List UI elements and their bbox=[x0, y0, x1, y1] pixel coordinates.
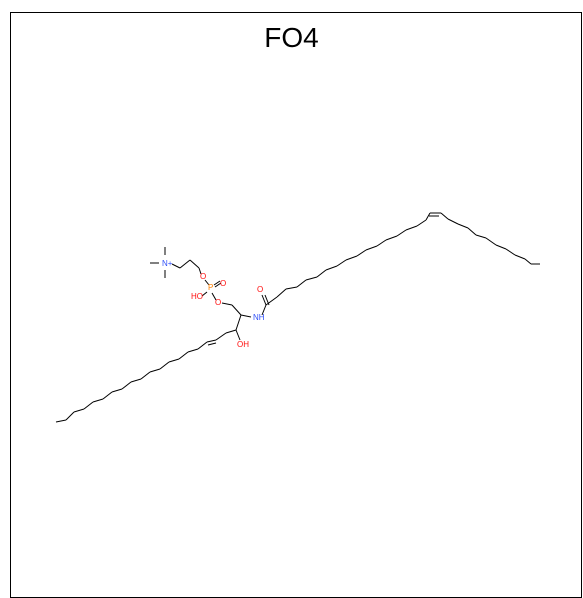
bond-choline-chain bbox=[179, 259, 191, 269]
bond-sphingoid-chain bbox=[92, 398, 104, 403]
bond-p-o-double bbox=[213, 280, 221, 286]
bond-acyl-chain bbox=[524, 258, 532, 265]
bond-acyl-chain bbox=[425, 212, 431, 221]
bond-sphingoid-chain bbox=[140, 371, 151, 380]
bond-sphingoid-chain bbox=[73, 408, 85, 413]
atom-phosphate-hydroxy: HO bbox=[191, 292, 203, 301]
bond-acyl-chain bbox=[416, 219, 427, 227]
bond-sphingoid-chain bbox=[65, 411, 75, 421]
bond-acyl-chain bbox=[385, 235, 398, 241]
bond-acyl-chain bbox=[376, 239, 387, 247]
bond-sphingoid-chain bbox=[83, 401, 94, 410]
atom-phosphate-double-oxygen: O bbox=[220, 279, 226, 288]
bond-sphingoid-double bbox=[207, 342, 217, 346]
bond-nh-c bbox=[261, 304, 267, 316]
bond-o-p bbox=[204, 279, 210, 286]
bond-acyl-chain bbox=[365, 245, 378, 251]
bond-sphingoid-chain bbox=[102, 391, 113, 400]
bond-acyl-chain bbox=[475, 234, 487, 239]
bond-acyl-chain bbox=[356, 249, 367, 257]
atom-phosphorus: P bbox=[208, 283, 213, 292]
bond-p-oh bbox=[201, 291, 208, 297]
bond-p-o bbox=[211, 292, 217, 301]
bond-sphingoid-chain bbox=[130, 378, 142, 383]
atom-ester-oxygen-choline: O bbox=[200, 272, 206, 281]
atom-nplus: N+ bbox=[162, 259, 173, 268]
bond-acyl-chain bbox=[405, 225, 418, 231]
bond-p-o-double bbox=[214, 282, 222, 288]
bond-acyl-chain bbox=[285, 286, 298, 290]
bond-c-o bbox=[261, 294, 267, 306]
bond-acyl-chain bbox=[296, 279, 307, 288]
bond-c3-oh bbox=[235, 329, 241, 341]
molecule-title: FO4 bbox=[264, 22, 319, 53]
bond-choline-chain bbox=[198, 267, 202, 275]
bond-sphingoid-chain bbox=[121, 381, 132, 390]
bond-acyl-chain bbox=[505, 248, 516, 256]
bond-backbone bbox=[221, 302, 233, 306]
bond-sphingoid-chain bbox=[187, 348, 199, 353]
bond-sphingoid-chain bbox=[111, 388, 123, 393]
bond-c2-nh bbox=[240, 314, 252, 318]
bond-acyl-chain bbox=[440, 212, 449, 220]
bond-acyl-chain bbox=[265, 296, 278, 306]
molecule-structure: N+ O P O HO O O NH OH bbox=[55, 212, 540, 423]
bond-sphingoid-chain bbox=[55, 419, 67, 423]
diagram-frame bbox=[10, 12, 582, 598]
bond-sphingoid-chain bbox=[225, 329, 237, 334]
atom-amide-nitrogen: NH bbox=[253, 313, 265, 322]
bond-choline-chain bbox=[189, 259, 200, 269]
bond-acyl-chain bbox=[495, 244, 507, 250]
bond-acyl-chain bbox=[457, 223, 469, 229]
bond-acyl-chain bbox=[514, 254, 526, 260]
bond-sphingoid-chain bbox=[168, 358, 180, 363]
bond-acyl-chain bbox=[336, 259, 347, 267]
bond-acyl-chain bbox=[447, 218, 459, 225]
atom-amide-oxygen: O bbox=[257, 285, 263, 294]
atom-ester-oxygen-backbone: O bbox=[215, 298, 221, 307]
bond-acyl-chain bbox=[467, 227, 477, 236]
bond-acyl-chain bbox=[396, 229, 407, 237]
bond-c2-c3 bbox=[235, 314, 242, 331]
bond-acyl-chain bbox=[276, 288, 287, 298]
bond-acyl-chain bbox=[325, 265, 338, 271]
bond-acyl-chain bbox=[345, 255, 358, 261]
bond-sphingoid-chain bbox=[178, 351, 189, 360]
bond-sphingoid-chain bbox=[159, 361, 170, 370]
bond-lines bbox=[55, 212, 540, 423]
bond-acyl-chain bbox=[485, 237, 497, 246]
bond-sphingoid-chain bbox=[215, 332, 227, 341]
bond-sphingoid-chain bbox=[197, 341, 208, 350]
atom-labels: N+ O P O HO O O NH OH bbox=[162, 259, 265, 349]
bond-choline-chain bbox=[171, 263, 181, 269]
bond-sphingoid-chain bbox=[206, 339, 217, 343]
bond-backbone bbox=[231, 304, 242, 316]
bond-acyl-chain bbox=[316, 269, 327, 278]
bond-acyl-chain bbox=[305, 276, 318, 281]
atom-hydroxyl: OH bbox=[237, 340, 249, 349]
bond-sphingoid-chain bbox=[149, 368, 161, 373]
